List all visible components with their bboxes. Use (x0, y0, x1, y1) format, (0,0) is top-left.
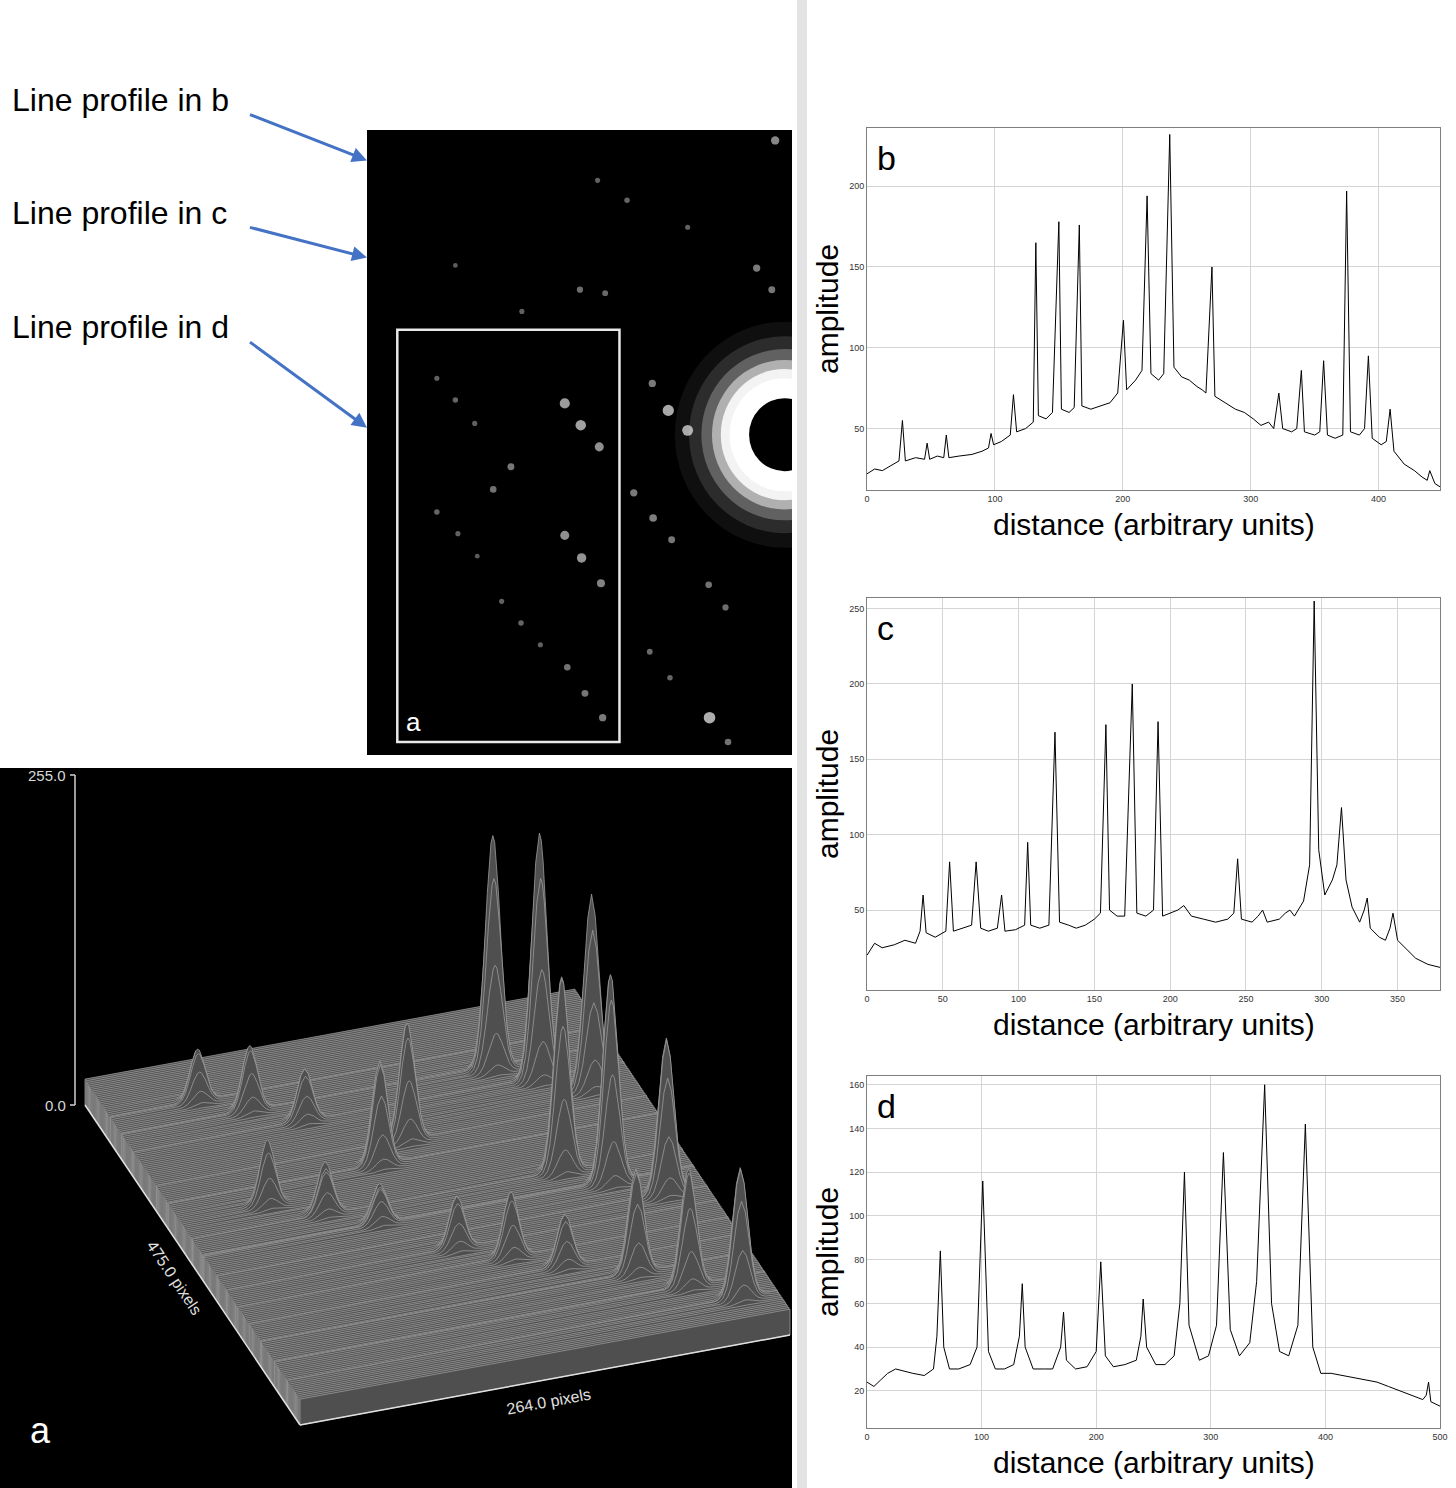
svg-text:400: 400 (1371, 494, 1386, 504)
svg-text:500: 500 (1432, 1432, 1447, 1442)
svg-text:250: 250 (849, 604, 864, 614)
svg-text:150: 150 (849, 262, 864, 272)
svg-text:a: a (406, 707, 421, 737)
svg-text:50: 50 (938, 994, 948, 1004)
svg-text:350: 350 (1390, 994, 1405, 1004)
svg-text:60: 60 (854, 1299, 864, 1309)
svg-text:80: 80 (854, 1255, 864, 1265)
svg-text:100: 100 (849, 1211, 864, 1221)
svg-text:0.0: 0.0 (45, 1097, 66, 1114)
svg-text:150: 150 (849, 754, 864, 764)
svg-text:300: 300 (1203, 1432, 1218, 1442)
svg-text:200: 200 (1089, 1432, 1104, 1442)
svg-text:200: 200 (1163, 994, 1178, 1004)
svg-text:c: c (877, 609, 894, 647)
svg-text:400: 400 (1318, 1432, 1333, 1442)
svg-text:Line profile in c: Line profile in c (12, 195, 227, 231)
svg-text:100: 100 (1011, 994, 1026, 1004)
svg-text:amplitude: amplitude (811, 244, 844, 374)
svg-text:150: 150 (1087, 994, 1102, 1004)
svg-text:b: b (877, 139, 896, 177)
svg-text:0: 0 (864, 994, 869, 1004)
svg-text:distance (arbitrary units): distance (arbitrary units) (993, 1446, 1315, 1479)
svg-text:255.0: 255.0 (28, 767, 66, 784)
svg-text:0: 0 (864, 494, 869, 504)
svg-text:200: 200 (849, 679, 864, 689)
svg-text:475.0 pixels: 475.0 pixels (143, 1238, 205, 1318)
svg-text:amplitude: amplitude (811, 1187, 844, 1317)
svg-text:amplitude: amplitude (811, 729, 844, 859)
svg-text:100: 100 (849, 830, 864, 840)
svg-text:300: 300 (1314, 994, 1329, 1004)
svg-text:250: 250 (1238, 994, 1253, 1004)
svg-text:d: d (877, 1087, 896, 1125)
svg-text:264.0 pixels: 264.0 pixels (505, 1385, 592, 1417)
svg-text:40: 40 (854, 1342, 864, 1352)
svg-text:distance (arbitrary units): distance (arbitrary units) (993, 1008, 1315, 1041)
svg-text:100: 100 (974, 1432, 989, 1442)
svg-text:100: 100 (849, 343, 864, 353)
svg-text:140: 140 (849, 1124, 864, 1134)
svg-text:300: 300 (1243, 494, 1258, 504)
svg-text:200: 200 (1115, 494, 1130, 504)
svg-text:Line profile in b: Line profile in b (12, 82, 229, 118)
svg-text:Line profile in d: Line profile in d (12, 309, 229, 345)
svg-text:50: 50 (854, 905, 864, 915)
svg-text:a: a (30, 1410, 51, 1451)
svg-text:distance (arbitrary units): distance (arbitrary units) (993, 508, 1315, 541)
svg-text:120: 120 (849, 1167, 864, 1177)
svg-text:100: 100 (987, 494, 1002, 504)
svg-text:20: 20 (854, 1386, 864, 1396)
svg-text:0: 0 (864, 1432, 869, 1442)
svg-text:160: 160 (849, 1080, 864, 1090)
svg-text:200: 200 (849, 181, 864, 191)
svg-text:50: 50 (854, 424, 864, 434)
